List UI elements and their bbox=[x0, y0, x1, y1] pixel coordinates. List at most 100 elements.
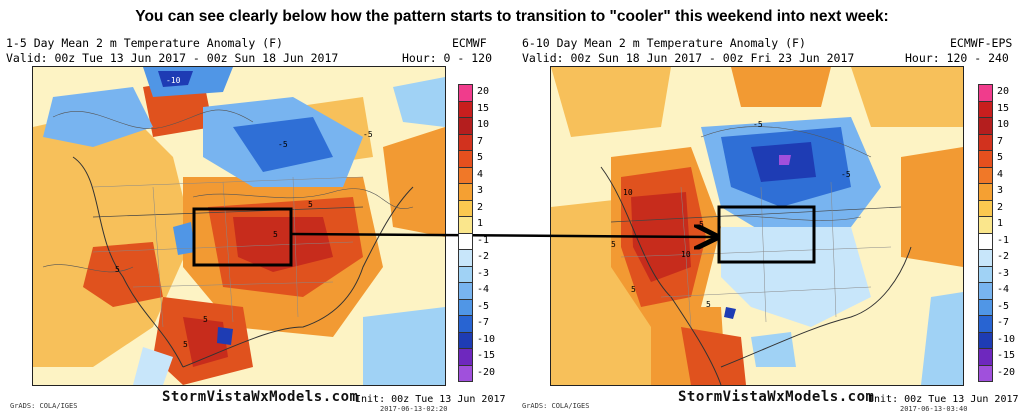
svg-text:10: 10 bbox=[681, 250, 691, 259]
left-title-line2: Valid: 00z Tue 13 Jun 2017 - 00z Sun 18 … bbox=[6, 51, 339, 65]
svg-text:5: 5 bbox=[631, 285, 636, 294]
colorbar-swatch bbox=[978, 100, 993, 118]
svg-text:-5: -5 bbox=[841, 170, 851, 179]
left-hour-range: Hour: 0 - 120 bbox=[402, 51, 493, 65]
colorbar-swatch bbox=[458, 364, 473, 382]
colorbar-swatch bbox=[458, 282, 473, 300]
colorbar-label: -7 bbox=[477, 317, 490, 328]
svg-text:5: 5 bbox=[203, 315, 208, 324]
colorbar-label: -7 bbox=[997, 317, 1010, 328]
colorbar-swatch bbox=[978, 364, 993, 382]
colorbar-label: -3 bbox=[997, 267, 1010, 279]
colorbar-label: 5 bbox=[477, 152, 484, 163]
svg-text:5: 5 bbox=[699, 220, 704, 229]
colorbar-swatch bbox=[458, 183, 473, 201]
right-timestamp: 2017-06-13-03:40 bbox=[900, 405, 968, 413]
contour-label: -10 bbox=[166, 76, 181, 85]
left-init-time: Init: 00z Tue 13 Jun 2017 bbox=[355, 394, 506, 405]
colorbar-label: 15 bbox=[997, 102, 1010, 114]
headline: You can see clearly below how the patter… bbox=[135, 8, 889, 25]
colorbar-swatch bbox=[978, 348, 993, 366]
colorbar-swatch bbox=[978, 232, 993, 250]
colorbar-label: -10 bbox=[997, 333, 1016, 345]
left-grads-credit: GrADS: COLA/IGES bbox=[10, 402, 78, 410]
colorbar-swatch bbox=[458, 216, 473, 234]
left-anomaly-map: -10 -5 -5 5 5 5 5 5 bbox=[32, 66, 446, 386]
right-colorbar: 20 15 10 7 5 4 3 2 1 -1 -2 -3 -4 -5 -7 -10 -15 -20 bbox=[978, 84, 1018, 384]
svg-text:-5: -5 bbox=[363, 130, 373, 139]
left-model-name: ECMWF bbox=[452, 36, 487, 50]
colorbar-swatch bbox=[458, 117, 473, 135]
colorbar-label: 1 bbox=[477, 218, 484, 229]
colorbar-label: 10 bbox=[997, 119, 1010, 130]
colorbar-swatch bbox=[458, 315, 473, 333]
colorbar-label: 7 bbox=[997, 135, 1004, 147]
colorbar-label: 4 bbox=[477, 168, 484, 180]
colorbar-swatch bbox=[458, 232, 473, 250]
colorbar-swatch bbox=[978, 315, 993, 333]
colorbar-swatch bbox=[458, 265, 473, 283]
colorbar-swatch bbox=[458, 298, 473, 316]
svg-text:-5: -5 bbox=[278, 140, 288, 149]
right-model-name: ECMWF-EPS bbox=[950, 36, 1013, 50]
colorbar-swatch bbox=[458, 133, 473, 151]
svg-text:10: 10 bbox=[623, 188, 633, 197]
colorbar-label: 1 bbox=[997, 218, 1004, 229]
colorbar-label: -15 bbox=[477, 350, 496, 361]
colorbar-label: 2 bbox=[997, 201, 1004, 213]
colorbar-label: 3 bbox=[477, 185, 484, 196]
right-grads-credit: GrADS: COLA/IGES bbox=[522, 402, 590, 410]
colorbar-label: -20 bbox=[477, 366, 496, 378]
colorbar-swatch bbox=[978, 249, 993, 267]
right-site-name: StormVistaWxModels.com bbox=[678, 389, 875, 405]
colorbar-label: -1 bbox=[997, 234, 1010, 246]
colorbar-swatch bbox=[458, 348, 473, 366]
svg-text:5: 5 bbox=[273, 230, 278, 239]
colorbar-swatch bbox=[978, 183, 993, 201]
colorbar-swatch bbox=[978, 265, 993, 283]
colorbar-label: -5 bbox=[477, 300, 490, 312]
svg-text:5: 5 bbox=[308, 200, 313, 209]
colorbar-label: -1 bbox=[477, 234, 490, 246]
colorbar-swatch bbox=[978, 133, 993, 151]
colorbar-swatch bbox=[978, 199, 993, 217]
right-anomaly-map: -5 -5 10 10 5 5 5 5 bbox=[550, 66, 964, 386]
colorbar-swatch bbox=[458, 249, 473, 267]
colorbar-swatch bbox=[978, 166, 993, 184]
svg-text:-5: -5 bbox=[753, 120, 763, 129]
colorbar-label: -2 bbox=[477, 251, 490, 262]
colorbar-swatch bbox=[978, 298, 993, 316]
right-init-time: Init: 00z Tue 13 Jun 2017 bbox=[868, 394, 1019, 405]
colorbar-label: 10 bbox=[477, 119, 490, 130]
colorbar-label: -4 bbox=[477, 284, 490, 295]
colorbar-swatch bbox=[458, 84, 473, 102]
svg-text:5: 5 bbox=[706, 300, 711, 309]
right-hour-range: Hour: 120 - 240 bbox=[905, 51, 1009, 65]
left-timestamp: 2017-06-13-02:20 bbox=[380, 405, 448, 413]
right-title-line1: 6-10 Day Mean 2 m Temperature Anomaly (F… bbox=[522, 36, 806, 50]
left-colorbar: 20 15 10 7 5 4 3 2 1 -1 -2 -3 -4 -5 -7 -10 -15 -20 bbox=[458, 84, 498, 384]
colorbar-label: 3 bbox=[997, 185, 1004, 196]
svg-text:5: 5 bbox=[115, 265, 120, 274]
colorbar-swatch bbox=[458, 331, 473, 349]
colorbar-swatch bbox=[978, 216, 993, 234]
colorbar-label: -5 bbox=[997, 300, 1010, 312]
colorbar-label: 20 bbox=[477, 86, 490, 97]
svg-text:5: 5 bbox=[183, 340, 188, 349]
colorbar-swatch bbox=[978, 84, 993, 102]
colorbar-label: -15 bbox=[997, 350, 1016, 361]
colorbar-swatch bbox=[458, 199, 473, 217]
colorbar-label: -4 bbox=[997, 284, 1010, 295]
colorbar-label: 15 bbox=[477, 102, 490, 114]
colorbar-label: 4 bbox=[997, 168, 1004, 180]
left-title-line1: 1-5 Day Mean 2 m Temperature Anomaly (F) bbox=[6, 36, 283, 50]
colorbar-swatch bbox=[978, 331, 993, 349]
colorbar-label: 2 bbox=[477, 201, 484, 213]
colorbar-label: -20 bbox=[997, 366, 1016, 378]
colorbar-label: -2 bbox=[997, 251, 1010, 262]
right-title-line2: Valid: 00z Sun 18 Jun 2017 - 00z Fri 23 … bbox=[522, 51, 855, 65]
colorbar-label: -3 bbox=[477, 267, 490, 279]
colorbar-swatch bbox=[978, 117, 993, 135]
colorbar-label: 7 bbox=[477, 135, 484, 147]
colorbar-swatch bbox=[458, 166, 473, 184]
